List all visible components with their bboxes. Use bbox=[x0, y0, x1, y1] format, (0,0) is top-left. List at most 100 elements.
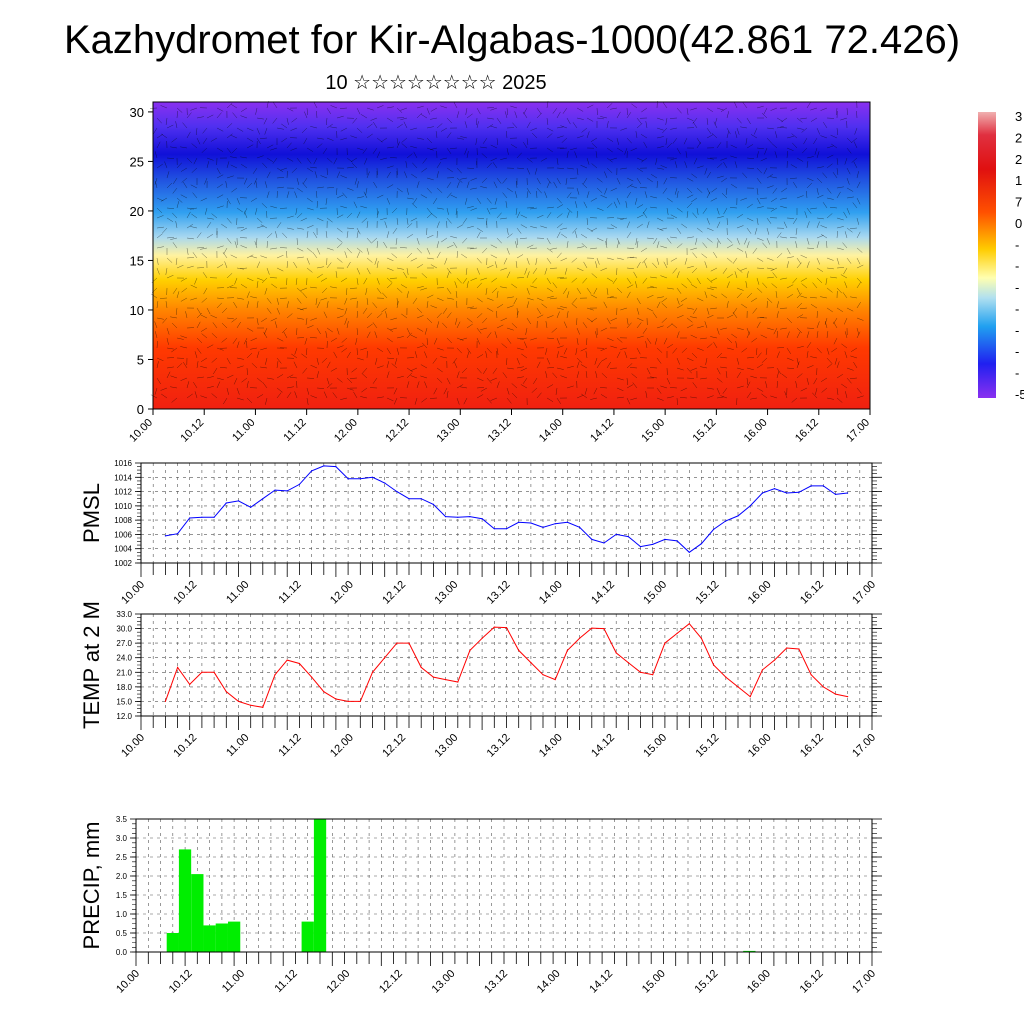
pmsl-point bbox=[177, 533, 179, 535]
pmsl-y-tick-label: 1006 bbox=[114, 530, 132, 539]
precip-y-tick-label: 1.0 bbox=[116, 910, 128, 919]
pmsl-point bbox=[639, 546, 642, 548]
pmsl-point bbox=[505, 528, 508, 530]
temp-y-tick-label: 15.0 bbox=[116, 697, 132, 706]
temp-point bbox=[262, 706, 264, 708]
pmsl-point bbox=[737, 515, 739, 517]
temp-x-tick-label: 14.12 bbox=[589, 732, 617, 760]
temp-x-tick-label: 12.12 bbox=[380, 732, 408, 760]
heatmap-y-tick-label: 25 bbox=[130, 154, 144, 169]
temp-point bbox=[445, 679, 447, 681]
temp-x-tick-label: 12.00 bbox=[328, 732, 356, 760]
pmsl-point bbox=[286, 490, 288, 492]
temp-x-tick-label: 16.12 bbox=[798, 732, 826, 760]
temp-y-tick-label: 27.0 bbox=[116, 639, 132, 648]
temp-point bbox=[798, 648, 800, 650]
pmsl-point bbox=[773, 488, 776, 490]
pmsl-point bbox=[323, 465, 325, 467]
pmsl-x-tick-label: 17.00 bbox=[850, 579, 878, 607]
temp-point bbox=[725, 676, 727, 678]
precip-x-tick-label: 16.00 bbox=[745, 968, 773, 996]
heatmap-x-tick-label: 13.00 bbox=[434, 417, 462, 445]
precip-y-tick-label: 2.0 bbox=[116, 872, 128, 881]
temp-x-tick-label: 16.00 bbox=[746, 732, 774, 760]
colorbar-label: - bbox=[1015, 259, 1019, 274]
colorbar-label: 2 bbox=[1015, 130, 1022, 145]
temp-point bbox=[664, 642, 666, 644]
pmsl-point bbox=[311, 470, 313, 472]
heatmap-x-tick-label: 10.00 bbox=[127, 417, 155, 445]
precip-bar bbox=[178, 849, 192, 952]
pmsl-chart: 1002 1004 1006 1008 1010 1012 1014 1016 10.00 10.… bbox=[79, 459, 882, 607]
pmsl-y-tick-label: 1010 bbox=[114, 502, 132, 511]
pmsl-point bbox=[469, 516, 471, 518]
temp-point bbox=[505, 627, 508, 629]
precip-x-tick-label: 12.00 bbox=[324, 968, 352, 996]
temp-point bbox=[822, 686, 824, 688]
pmsl-point bbox=[676, 540, 678, 542]
precip-x-tick-label: 12.12 bbox=[377, 968, 405, 996]
pmsl-point bbox=[786, 492, 788, 494]
temp-point bbox=[481, 637, 483, 639]
colorbar-label: - bbox=[1015, 344, 1019, 359]
pmsl-point bbox=[408, 498, 410, 500]
precip-x-tick-label: 15.12 bbox=[692, 968, 720, 996]
temp-x-tick-label: 14.00 bbox=[537, 732, 565, 760]
precip-bar bbox=[228, 921, 241, 952]
temp-y-tick-label: 18.0 bbox=[116, 683, 132, 692]
pmsl-point bbox=[554, 523, 556, 525]
colorbar-label: - bbox=[1015, 323, 1019, 338]
pmsl-point bbox=[725, 520, 727, 522]
temp-point bbox=[298, 662, 300, 665]
temp-point bbox=[274, 674, 276, 676]
precip-chart: 0.0 0.5 1.0 1.5 2.0 2.5 3.0 3.5 10.00 10.12 11.00 1… bbox=[79, 815, 882, 996]
heatmap-y-tick-label: 15 bbox=[130, 253, 144, 268]
precip-x-ticks bbox=[135, 952, 873, 966]
pmsl-point bbox=[652, 543, 654, 546]
temp-x-tick-label: 15.00 bbox=[641, 732, 669, 760]
temp-y-tick-label: 30.0 bbox=[116, 625, 132, 634]
temp-y-axis-title: TEMP at 2 M bbox=[79, 601, 104, 729]
temp-point bbox=[761, 669, 764, 671]
precip-y-minor-ticks bbox=[132, 823, 877, 953]
pmsl-y-tick-label: 1008 bbox=[114, 516, 132, 525]
precip-bar bbox=[743, 950, 756, 952]
precip-y-tick-label: 1.5 bbox=[116, 891, 128, 900]
precip-bar bbox=[301, 921, 314, 952]
page-subtitle: 10 ☆☆☆☆☆☆☆☆ 2025 bbox=[325, 72, 547, 94]
temp-x-tick-label: 15.12 bbox=[694, 732, 722, 760]
pmsl-point bbox=[420, 498, 422, 500]
temp-point bbox=[786, 647, 788, 649]
temp-point bbox=[834, 693, 837, 695]
pmsl-point bbox=[201, 516, 203, 518]
temp-x-ticks bbox=[140, 716, 873, 730]
colorbar-label: -5 bbox=[1015, 387, 1024, 402]
colorbar-label: 2 bbox=[1015, 152, 1022, 167]
pmsl-point bbox=[579, 526, 581, 528]
pmsl-point bbox=[237, 500, 240, 502]
pmsl-x-tick-label: 10.00 bbox=[119, 579, 147, 607]
pmsl-point bbox=[335, 466, 337, 468]
colorbar-label: 7 bbox=[1015, 195, 1022, 210]
temp-point bbox=[457, 681, 459, 683]
heatmap-x-tick-label: 16.00 bbox=[742, 417, 770, 445]
precip-x-tick-label: 13.00 bbox=[430, 968, 458, 996]
precip-y-tick-label: 3.0 bbox=[116, 834, 128, 843]
precip-x-tick-label: 16.12 bbox=[798, 968, 826, 996]
pmsl-point bbox=[566, 521, 569, 523]
colorbar-label: - bbox=[1015, 301, 1019, 316]
temp-point bbox=[225, 691, 227, 693]
precip-bar bbox=[313, 819, 327, 952]
colorbar-label: - bbox=[1015, 366, 1019, 381]
temp-point bbox=[627, 662, 629, 664]
temp-point bbox=[773, 659, 776, 661]
precip-x-tick-label: 10.12 bbox=[167, 968, 195, 996]
heatmap-x-tick-label: 12.00 bbox=[332, 417, 360, 445]
colorbar: 3 2 2 1 7 0 - - - - - - - -5 bbox=[978, 109, 1024, 402]
precip-x-tick-label: 10.00 bbox=[114, 968, 142, 996]
pmsl-x-tick-label: 11.12 bbox=[276, 579, 303, 606]
pmsl-point bbox=[384, 482, 386, 484]
temp-point bbox=[579, 637, 581, 639]
precip-grid bbox=[135, 818, 873, 953]
temp-point bbox=[554, 679, 556, 681]
